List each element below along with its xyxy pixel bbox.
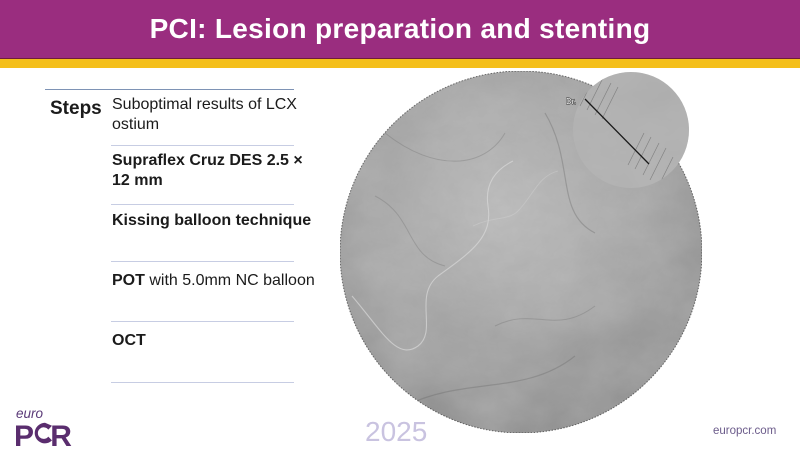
svg-text:Dr.: Dr. (566, 97, 576, 106)
svg-text:P: P (14, 420, 33, 451)
svg-text:R: R (50, 420, 72, 451)
svg-text:euro: euro (16, 406, 44, 421)
